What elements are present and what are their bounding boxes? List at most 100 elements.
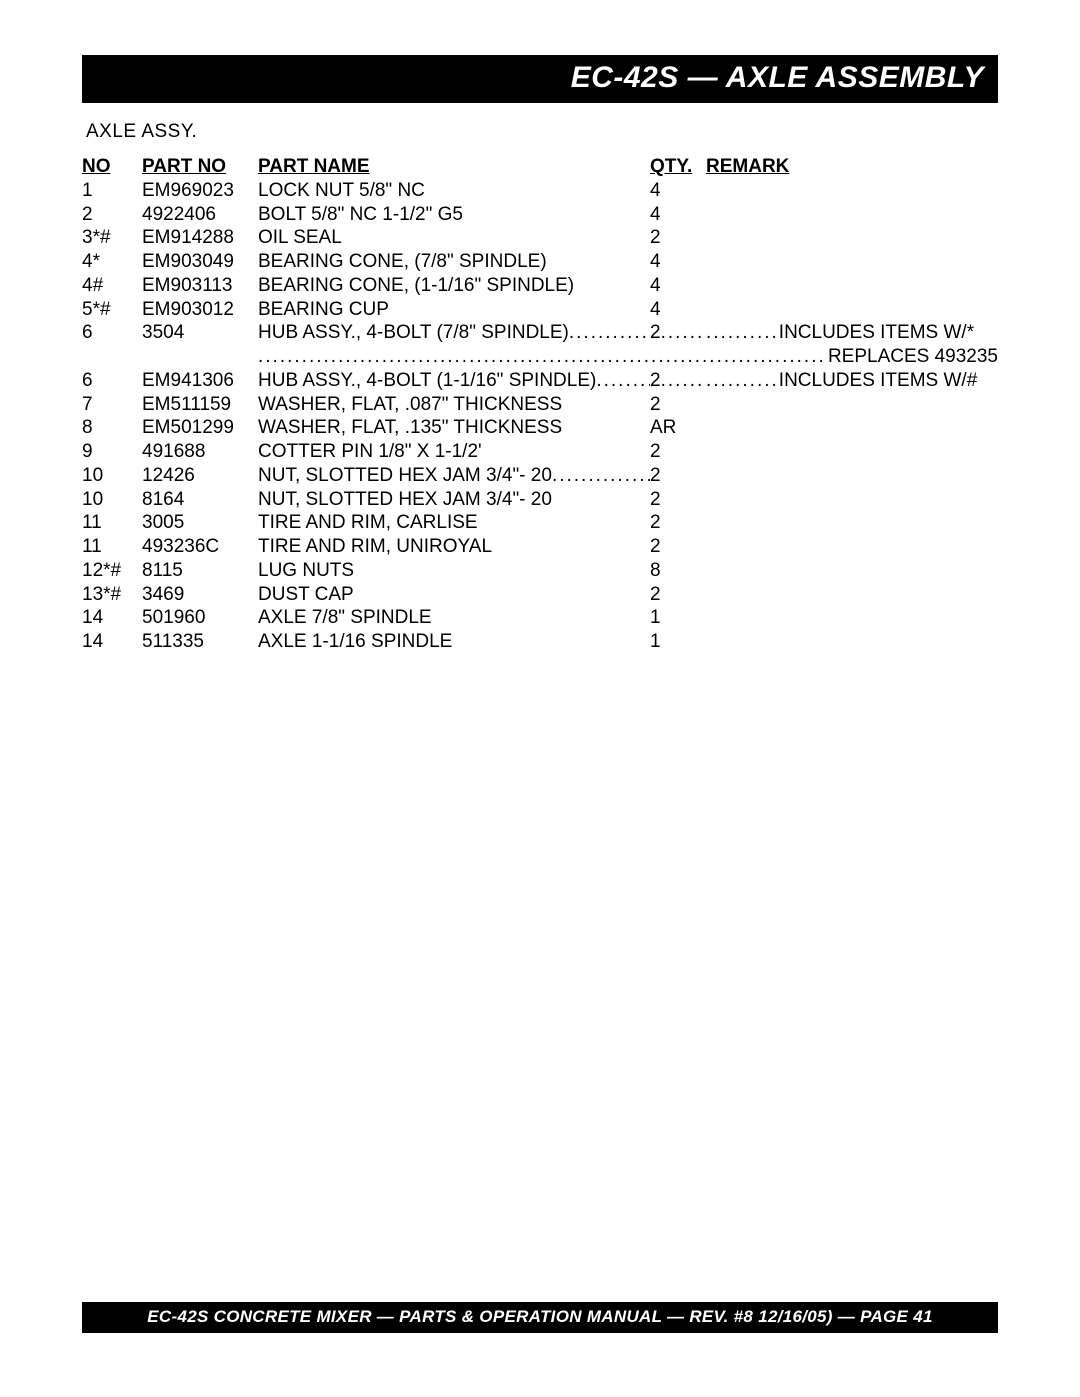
cell-qty: 2 (650, 535, 702, 559)
table-row: 1012426NUT, SLOTTED HEX JAM 3/4"- 20 ...… (82, 464, 998, 488)
cell-no: 13*# (82, 583, 142, 607)
table-row: 11493236CTIRE AND RIM, UNIROYAL2 (82, 535, 998, 559)
cell-remark (702, 630, 998, 654)
table-body: 1EM969023LOCK NUT 5/8" NC424922406BOLT 5… (82, 179, 998, 654)
cell-no: 14 (82, 630, 142, 654)
cell-qty: 2 (650, 488, 702, 512)
cell-part-name: COTTER PIN 1/8" X 1-1/2' (258, 440, 650, 464)
cell-part-name: OIL SEAL (258, 226, 650, 250)
leader-dots: ........................................… (258, 345, 822, 369)
cell-no: 3*# (82, 226, 142, 250)
cell-qty: 4 (650, 203, 702, 227)
cell-part-name: AXLE 7/8" SPINDLE (258, 606, 650, 630)
leader-dots: ........................................… (552, 464, 650, 488)
cell-part-no: EM941306 (142, 369, 258, 393)
parts-table: NO PART NO PART NAME QTY. REMARK 1EM9690… (82, 155, 998, 654)
cell-qty: 1 (650, 630, 702, 654)
cell-part-name: TIRE AND RIM, UNIROYAL (258, 535, 650, 559)
table-header-row: NO PART NO PART NAME QTY. REMARK (82, 155, 998, 179)
table-row: 3*#EM914288OIL SEAL2 (82, 226, 998, 250)
cell-no: 8 (82, 416, 142, 440)
cell-no: 2 (82, 203, 142, 227)
cell-remark (702, 535, 998, 559)
table-row: 14511335AXLE 1-1/16 SPINDLE1 (82, 630, 998, 654)
cell-part-no: EM501299 (142, 416, 258, 440)
cell-no: 10 (82, 488, 142, 512)
cell-qty: 2 ......................................… (650, 369, 702, 393)
cell-remark: .......... INCLUDES ITEMS W/# (702, 369, 998, 393)
cell-qty: 4 (650, 274, 702, 298)
cell-qty: 2 ......................................… (650, 321, 702, 345)
cell-no: 10 (82, 464, 142, 488)
cell-part-no: EM903012 (142, 298, 258, 322)
part-name-text: HUB ASSY., 4-BOLT (1-1/16" SPINDLE) (258, 369, 596, 393)
cell-part-name: AXLE 1-1/16 SPINDLE (258, 630, 650, 654)
table-row: 113005TIRE AND RIM, CARLISE2 (82, 511, 998, 535)
col-header-remark: REMARK (702, 155, 998, 179)
cell-no: 9 (82, 440, 142, 464)
qty-text: 2 (650, 321, 661, 345)
cell-remark (702, 226, 998, 250)
cell-part-name: LUG NUTS (258, 559, 650, 583)
cell-qty: 2 (650, 464, 702, 488)
qty-text: 2 (650, 369, 661, 393)
leader-dots: ........................................… (596, 369, 650, 393)
cell-part-name: NUT, SLOTTED HEX JAM 3/4"- 20 (258, 488, 650, 512)
page-footer-text: EC-42S CONCRETE MIXER — PARTS & OPERATIO… (147, 1307, 932, 1326)
cell-qty: 2 (650, 583, 702, 607)
cell-part-name: BEARING CUP (258, 298, 650, 322)
cell-remark (702, 583, 998, 607)
cell-part-no: EM511159 (142, 393, 258, 417)
page-header-bar: EC-42S — AXLE ASSEMBLY (82, 55, 998, 103)
page-container: EC-42S — AXLE ASSEMBLY AXLE ASSY. NO PAR… (0, 0, 1080, 654)
cell-no: 11 (82, 511, 142, 535)
cell-remark (702, 606, 998, 630)
cell-qty: 2 (650, 511, 702, 535)
table-row: 9491688COTTER PIN 1/8" X 1-1/2'2 (82, 440, 998, 464)
cell-no (82, 345, 142, 369)
section-subtitle: AXLE ASSY. (86, 121, 998, 143)
table-row: 1EM969023LOCK NUT 5/8" NC4 (82, 179, 998, 203)
cell-qty: 2 (650, 393, 702, 417)
cell-part-no: 501960 (142, 606, 258, 630)
cell-no: 6 (82, 321, 142, 345)
col-header-no: NO (82, 155, 142, 179)
cell-part-name: WASHER, FLAT, .087" THICKNESS (258, 393, 650, 417)
table-row: 4*EM903049BEARING CONE, (7/8" SPINDLE)4 (82, 250, 998, 274)
table-row: 6EM941306HUB ASSY., 4-BOLT (1-1/16" SPIN… (82, 369, 998, 393)
cell-no: 6 (82, 369, 142, 393)
cell-part-no: 12426 (142, 464, 258, 488)
cell-part-no: EM903113 (142, 274, 258, 298)
cell-part-name: HUB ASSY., 4-BOLT (1-1/16" SPINDLE) ....… (258, 369, 650, 393)
col-header-part-name: PART NAME (258, 155, 650, 179)
cell-part-no (142, 345, 258, 369)
table-row: 13*#3469DUST CAP2 (82, 583, 998, 607)
cell-part-no: EM903049 (142, 250, 258, 274)
leader-dots: ........................................… (661, 321, 702, 345)
cell-no: 12*# (82, 559, 142, 583)
cell-remark (702, 416, 998, 440)
cell-remark (702, 298, 998, 322)
page-header-title: EC-42S — AXLE ASSEMBLY (571, 61, 984, 94)
table-row: 7EM511159WASHER, FLAT, .087" THICKNESS2 (82, 393, 998, 417)
cell-part-name: BEARING CONE, (7/8" SPINDLE) (258, 250, 650, 274)
table-row: 24922406BOLT 5/8" NC 1-1/2" G54 (82, 203, 998, 227)
cell-no: 11 (82, 535, 142, 559)
remark-text: INCLUDES ITEMS W/# (779, 369, 977, 393)
part-name-text: HUB ASSY., 4-BOLT (7/8" SPINDLE) (258, 321, 569, 345)
cell-qty: 2 (650, 226, 702, 250)
leader-dots: ........................................… (661, 369, 702, 393)
cell-part-name: TIRE AND RIM, CARLISE (258, 511, 650, 535)
cell-part-no: EM914288 (142, 226, 258, 250)
remark-text: INCLUDES ITEMS W/* (779, 321, 974, 345)
cell-remark (702, 250, 998, 274)
cell-part-name: WASHER, FLAT, .135" THICKNESS (258, 416, 650, 440)
cell-remark (702, 511, 998, 535)
cell-qty: 8 (650, 559, 702, 583)
cell-qty: 2 (650, 440, 702, 464)
cell-part-no: EM969023 (142, 179, 258, 203)
cell-qty: AR (650, 416, 702, 440)
cell-remark (702, 440, 998, 464)
cell-part-name: NUT, SLOTTED HEX JAM 3/4"- 20 ..........… (258, 464, 650, 488)
cell-qty: 4 (650, 298, 702, 322)
